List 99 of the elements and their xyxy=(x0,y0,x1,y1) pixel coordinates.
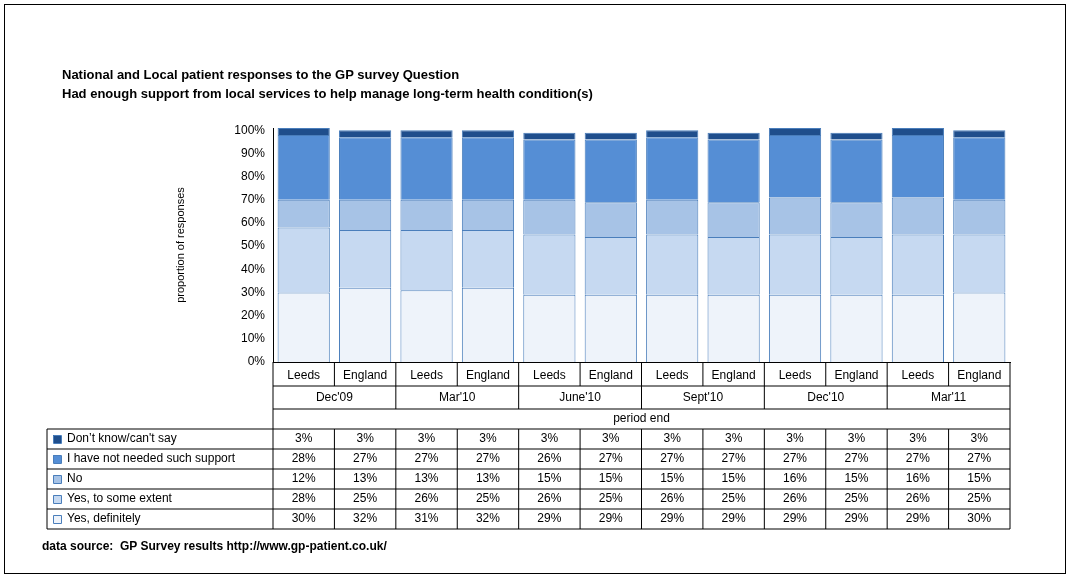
x-tick-label: England xyxy=(588,367,633,382)
y-tick-label: 30% xyxy=(240,284,266,299)
text: Mar'11 xyxy=(930,389,967,404)
data-label: 3% xyxy=(356,431,375,446)
data-label: 30% xyxy=(291,511,317,526)
y-tick-label: 20% xyxy=(240,307,266,322)
data-label: 25% xyxy=(967,491,992,506)
data-label: 15% xyxy=(537,471,562,486)
data-label: 27% xyxy=(783,451,808,466)
y-tick-label: 60% xyxy=(240,215,266,230)
data-label: 25% xyxy=(598,491,624,506)
data-label: 27% xyxy=(660,451,685,466)
data-label: 31% xyxy=(414,511,439,526)
data-label: 16% xyxy=(783,471,808,486)
data-label: 3% xyxy=(909,431,927,446)
x-axis-title: period end xyxy=(613,411,670,426)
data-label: 15% xyxy=(721,471,746,486)
legend-label: No xyxy=(67,471,83,486)
y-tick-label: 80% xyxy=(240,168,266,183)
x-tick-label: Leeds xyxy=(778,367,812,382)
data-label: 15% xyxy=(660,471,685,486)
legend-label: Yes, definitely xyxy=(67,511,141,526)
data-label: 26% xyxy=(537,491,562,506)
data-label: 32% xyxy=(475,511,501,526)
data-label: 29% xyxy=(537,511,562,526)
data-label: 29% xyxy=(844,511,869,526)
data-label: 12% xyxy=(291,471,317,486)
data-label: 29% xyxy=(660,511,685,526)
data-label: 25% xyxy=(721,491,746,506)
data-label: 27% xyxy=(475,451,501,466)
data-label: 13% xyxy=(353,471,378,486)
data-label: 3% xyxy=(479,431,497,446)
source-note: data source: GP Survey results http://www.gp-patient.co.uk/ xyxy=(42,539,388,554)
x-tick-label: England xyxy=(343,367,388,382)
data-label: 3% xyxy=(540,431,559,446)
y-axis-title: proportion of responses xyxy=(173,186,186,303)
data-label: 27% xyxy=(598,451,624,466)
y-tick-label: 90% xyxy=(240,145,266,160)
text: Dec'10 xyxy=(807,389,845,404)
data-label: 15% xyxy=(967,471,992,486)
data-label: 26% xyxy=(905,491,931,506)
y-tick-label: 0% xyxy=(247,354,266,369)
x-tick-label: Leeds xyxy=(410,367,443,382)
data-label: 26% xyxy=(414,491,439,506)
legend-label: Yes, to some extent xyxy=(67,491,173,506)
data-label: 16% xyxy=(905,471,931,486)
x-tick-label: Leeds xyxy=(533,367,566,382)
data-label: 30% xyxy=(967,511,992,526)
legend-label: I have not needed such support xyxy=(67,451,236,466)
chart-subtitle: Had enough support from local services to help manage long-term health condition(s) xyxy=(62,85,593,101)
data-label: 28% xyxy=(291,451,317,466)
x-tick-label: England xyxy=(957,367,1002,382)
data-label: 27% xyxy=(967,451,992,466)
x-tick-label: England xyxy=(834,367,879,382)
chart-title: National and Local patient responses to the GP survey Question xyxy=(62,66,460,82)
data-label: 26% xyxy=(783,491,808,506)
data-label: 3% xyxy=(724,431,743,446)
data-label: 3% xyxy=(786,431,805,446)
y-tick-label: 70% xyxy=(240,192,266,207)
data-label: 3% xyxy=(417,431,436,446)
y-tick-label: 10% xyxy=(240,331,266,346)
data-label: 13% xyxy=(475,471,501,486)
data-label: 3% xyxy=(663,431,682,446)
data-label: 27% xyxy=(721,451,746,466)
text: Mar'10 xyxy=(439,389,476,404)
data-label: 27% xyxy=(844,451,869,466)
text: Sept'10 xyxy=(682,389,724,404)
data-label: 25% xyxy=(844,491,869,506)
data-label: 3% xyxy=(295,431,313,446)
data-label: 25% xyxy=(475,491,501,506)
data-label: 27% xyxy=(414,451,439,466)
data-label: 25% xyxy=(353,491,378,506)
x-tick-label: England xyxy=(711,367,756,382)
x-tick-label: Leeds xyxy=(901,367,935,382)
x-tick-label: England xyxy=(465,367,510,382)
data-label: 26% xyxy=(660,491,685,506)
text: June'10 xyxy=(559,389,602,404)
data-label: 27% xyxy=(905,451,931,466)
data-label: 27% xyxy=(353,451,378,466)
data-label: 29% xyxy=(783,511,808,526)
data-label: 13% xyxy=(414,471,439,486)
data-label: 29% xyxy=(905,511,931,526)
data-label: 29% xyxy=(598,511,624,526)
x-tick-label: Leeds xyxy=(655,367,689,382)
y-tick-label: 100% xyxy=(234,122,266,137)
data-label: 29% xyxy=(721,511,746,526)
legend-label: Don’t know/can't say xyxy=(67,431,177,446)
text: Dec'09 xyxy=(315,389,354,404)
data-label: 15% xyxy=(598,471,624,486)
data-label: 3% xyxy=(602,431,620,446)
data-label: 26% xyxy=(537,451,562,466)
data-label: 3% xyxy=(970,431,989,446)
y-tick-label: 50% xyxy=(240,238,266,253)
y-tick-label: 40% xyxy=(240,261,266,276)
data-label: 32% xyxy=(353,511,378,526)
data-label: 28% xyxy=(291,491,317,506)
data-label: 15% xyxy=(844,471,869,486)
data-label: 3% xyxy=(847,431,866,446)
x-tick-label: Leeds xyxy=(287,367,321,382)
